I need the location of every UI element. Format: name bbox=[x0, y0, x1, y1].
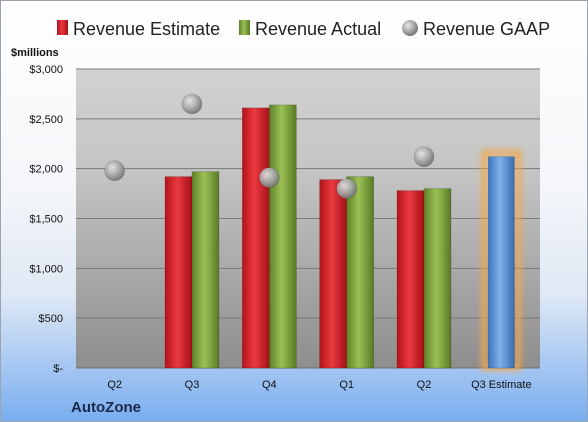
y-tick-label: $2,500 bbox=[29, 114, 63, 126]
y-tick-label: $2,000 bbox=[29, 164, 63, 176]
x-tick-labels: Q2 Q3 Q4 Q1 Q2 Q3 Estimate bbox=[107, 379, 531, 391]
gaap-marker bbox=[336, 178, 357, 199]
legend-label-estimate: Revenue Estimate bbox=[73, 19, 220, 39]
actual-bar bbox=[423, 188, 452, 369]
x-tick-label: Q4 bbox=[262, 379, 277, 391]
estimate-bar bbox=[164, 176, 193, 369]
y-tick-label: $- bbox=[53, 363, 63, 375]
actual-bar bbox=[346, 176, 374, 369]
legend-swatch-estimate bbox=[57, 20, 68, 35]
gaap-marker bbox=[259, 167, 280, 188]
gaap-marker bbox=[104, 160, 125, 181]
legend-swatch-actual bbox=[239, 20, 250, 35]
company-name: AutoZone bbox=[71, 399, 141, 416]
y-tick-label: $500 bbox=[39, 313, 63, 325]
projection-bar bbox=[488, 156, 515, 369]
gaap-markers bbox=[104, 93, 435, 199]
actual-bar bbox=[191, 171, 220, 369]
y-tick-labels: $- $500 $1,000 $1,500 $2,000 $2,500 $3,000 bbox=[29, 64, 63, 375]
gaap-marker bbox=[413, 146, 435, 168]
x-tick-label: Q1 bbox=[339, 379, 354, 391]
y-tick-label: $1,000 bbox=[29, 263, 63, 275]
x-tick-label: Q2 bbox=[107, 379, 122, 391]
bars bbox=[164, 104, 522, 371]
actual-bar bbox=[269, 104, 297, 369]
estimate-bar bbox=[242, 107, 270, 369]
legend-label-gaap: Revenue GAAP bbox=[423, 19, 550, 39]
legend-swatch-gaap bbox=[402, 20, 418, 36]
estimate-bar bbox=[319, 179, 347, 369]
estimate-bar bbox=[396, 190, 425, 369]
x-tick-label: Q3 Estimate bbox=[471, 379, 532, 391]
gridlines bbox=[76, 68, 540, 369]
y-tick-label: $3,000 bbox=[29, 64, 63, 76]
x-tick-label: Q2 bbox=[417, 379, 432, 391]
gaap-marker bbox=[181, 93, 203, 115]
y-axis-unit-label: $millions bbox=[11, 47, 59, 59]
legend-label-actual: Revenue Actual bbox=[255, 19, 381, 39]
legend: Revenue Estimate Revenue Actual Revenue … bbox=[57, 19, 550, 39]
y-tick-label: $1,500 bbox=[29, 214, 63, 226]
x-tick-label: Q3 bbox=[185, 379, 200, 391]
